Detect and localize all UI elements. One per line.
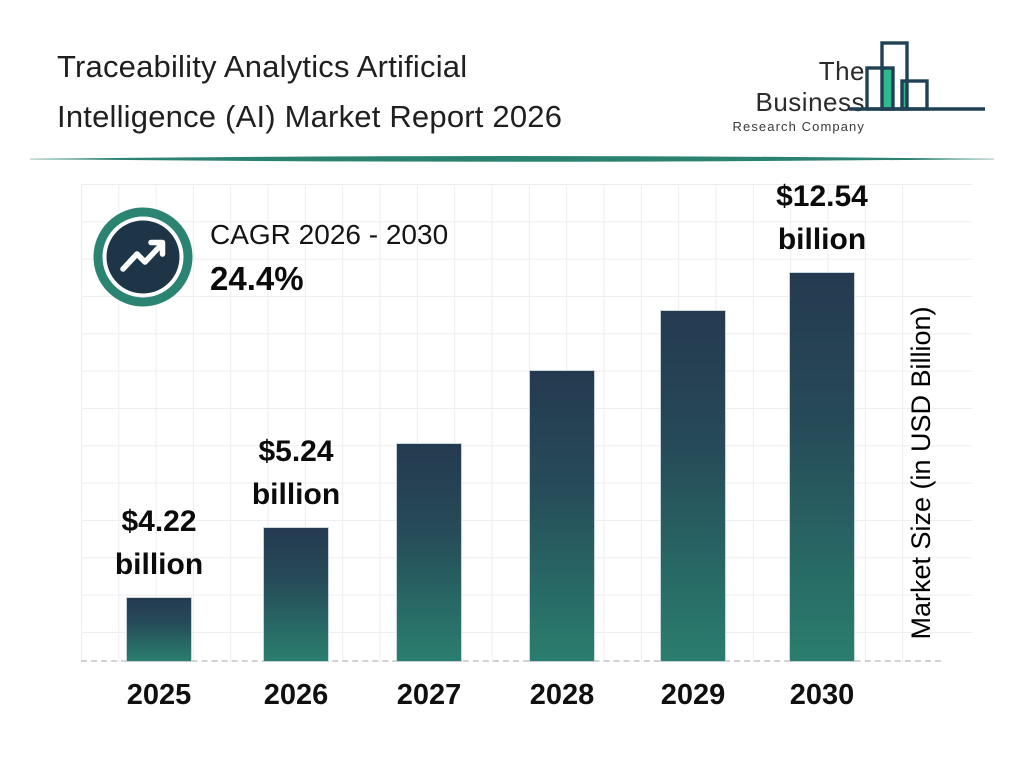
x-tick-2025: 2025	[126, 679, 192, 711]
x-tick-2027: 2027	[396, 679, 462, 711]
y-axis-label: Market Size (in USD Billion)	[906, 306, 936, 640]
company-logo: The Business Research Company	[720, 36, 988, 134]
bar-2029	[660, 310, 726, 662]
bar-value-label-2025: $4.22 billion	[114, 505, 204, 581]
x-tick-2026: 2026	[263, 679, 329, 711]
logo-subname: Research Company	[732, 119, 865, 134]
cagr-badge	[93, 207, 193, 307]
logo-wordmark: The Business Research Company	[720, 56, 865, 134]
bar-2030	[789, 272, 855, 662]
chart-grid-extension	[935, 184, 972, 662]
logo-bars-icon	[849, 41, 985, 111]
chart-baseline	[81, 660, 941, 662]
cagr-label: CAGR 2026 - 2030	[210, 219, 449, 250]
logo-name: The Business	[755, 56, 865, 117]
x-tick-2030: 2030	[789, 679, 855, 711]
cagr-value: 24.4%	[210, 260, 304, 297]
page-title: Traceability Analytics Artificial Intell…	[57, 42, 562, 142]
bar-2027	[396, 443, 462, 662]
x-tick-2028: 2028	[529, 679, 595, 711]
bar-2026	[263, 527, 329, 662]
bar-2025	[126, 597, 192, 662]
bar-value-label-2026: $5.24 billion	[251, 435, 341, 511]
header-divider	[30, 156, 994, 162]
bar-2028	[529, 370, 595, 662]
bar-value-label-2030: $12.54 billion	[776, 180, 868, 256]
growth-trend-icon	[93, 207, 193, 307]
x-tick-2029: 2029	[660, 679, 726, 711]
title-line-2: Intelligence (AI) Market Report 2026	[57, 99, 563, 134]
title-line-1: Traceability Analytics Artificial	[57, 49, 468, 84]
